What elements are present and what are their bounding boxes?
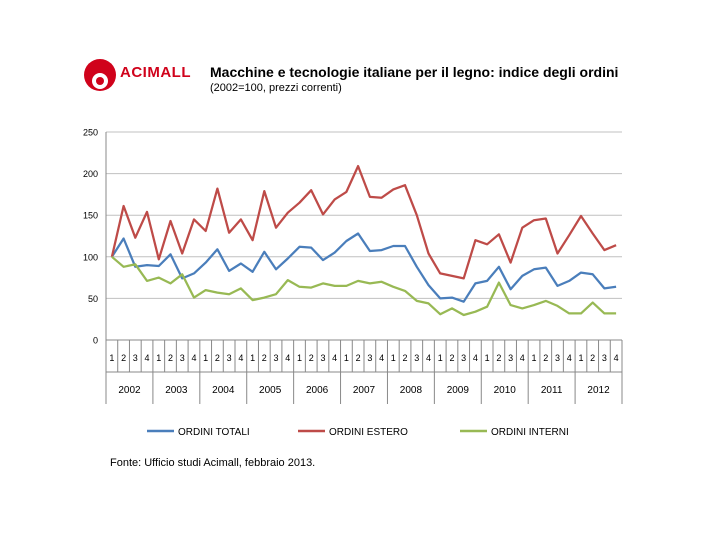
quarter-label: 3 [414, 353, 419, 363]
year-label: 2002 [118, 385, 141, 396]
quarter-label: 2 [309, 353, 314, 363]
year-label: 2003 [165, 385, 188, 396]
quarter-label: 1 [203, 353, 208, 363]
y-tick-label: 50 [88, 294, 98, 304]
brand-name: ACIMALL [120, 64, 191, 81]
year-label: 2006 [306, 385, 329, 396]
quarter-label: 3 [133, 353, 138, 363]
year-label: 2004 [212, 385, 235, 396]
quarter-label: 2 [449, 353, 454, 363]
acimall-logo: ACIMALL [82, 55, 222, 95]
series-line-ordini-estero [110, 164, 617, 280]
quarter-label: 3 [320, 353, 325, 363]
year-label: 2012 [587, 385, 610, 396]
year-label: 2009 [447, 385, 470, 396]
series-line-ordini-totali [110, 232, 617, 303]
quarter-label: 1 [532, 353, 537, 363]
quarter-label: 3 [180, 353, 185, 363]
quarter-label: 2 [121, 353, 126, 363]
quarter-label: 2 [543, 353, 548, 363]
legend-label: ORDINI TOTALI [178, 427, 250, 438]
quarter-label: 4 [473, 353, 478, 363]
quarter-label: 3 [367, 353, 372, 363]
quarter-label: 1 [578, 353, 583, 363]
quarter-label: 4 [238, 353, 243, 363]
year-label: 2008 [400, 385, 423, 396]
year-label: 2011 [541, 385, 563, 396]
chart-title: Macchine e tecnologie italiane per il le… [210, 64, 619, 80]
legend-label: ORDINI ESTERO [329, 427, 408, 438]
year-label: 2005 [259, 385, 282, 396]
quarter-label: 4 [191, 353, 196, 363]
quarter-label: 4 [145, 353, 150, 363]
quarter-label: 2 [215, 353, 220, 363]
quarter-label: 2 [403, 353, 408, 363]
quarter-label: 4 [285, 353, 290, 363]
quarter-label: 4 [614, 353, 619, 363]
quarter-label: 3 [555, 353, 560, 363]
y-tick-label: 200 [83, 169, 98, 179]
chart-subtitle: (2002=100, prezzi correnti) [210, 82, 342, 94]
quarter-label: 1 [297, 353, 302, 363]
quarter-label: 3 [227, 353, 232, 363]
quarter-label: 2 [496, 353, 501, 363]
quarter-label: 1 [485, 353, 490, 363]
y-tick-label: 250 [83, 128, 98, 138]
series-line-ordini-interni [111, 255, 617, 317]
quarter-label: 1 [391, 353, 396, 363]
acimall-logo-mark [84, 59, 116, 91]
quarter-label: 4 [332, 353, 337, 363]
quarter-label: 2 [590, 353, 595, 363]
quarter-label: 4 [379, 353, 384, 363]
legend-label: ORDINI INTERNI [491, 427, 569, 438]
quarter-label: 4 [567, 353, 572, 363]
year-label: 2007 [353, 385, 376, 396]
quarter-label: 1 [438, 353, 443, 363]
quarter-label: 3 [508, 353, 513, 363]
quarter-label: 3 [602, 353, 607, 363]
quarter-label: 1 [156, 353, 161, 363]
quarter-label: 2 [262, 353, 267, 363]
quarter-label: 1 [250, 353, 255, 363]
source-note: Fonte: Ufficio studi Acimall, febbraio 2… [110, 457, 316, 469]
quarter-label: 4 [426, 353, 431, 363]
y-tick-label: 0 [93, 336, 98, 346]
quarter-label: 1 [344, 353, 349, 363]
quarter-label: 2 [168, 353, 173, 363]
quarter-label: 2 [356, 353, 361, 363]
quarter-label: 4 [520, 353, 525, 363]
y-tick-label: 150 [83, 211, 98, 221]
quarter-label: 1 [109, 353, 114, 363]
quarter-label: 3 [274, 353, 279, 363]
y-tick-label: 100 [83, 252, 98, 262]
year-label: 2010 [494, 385, 517, 396]
quarter-label: 3 [461, 353, 466, 363]
